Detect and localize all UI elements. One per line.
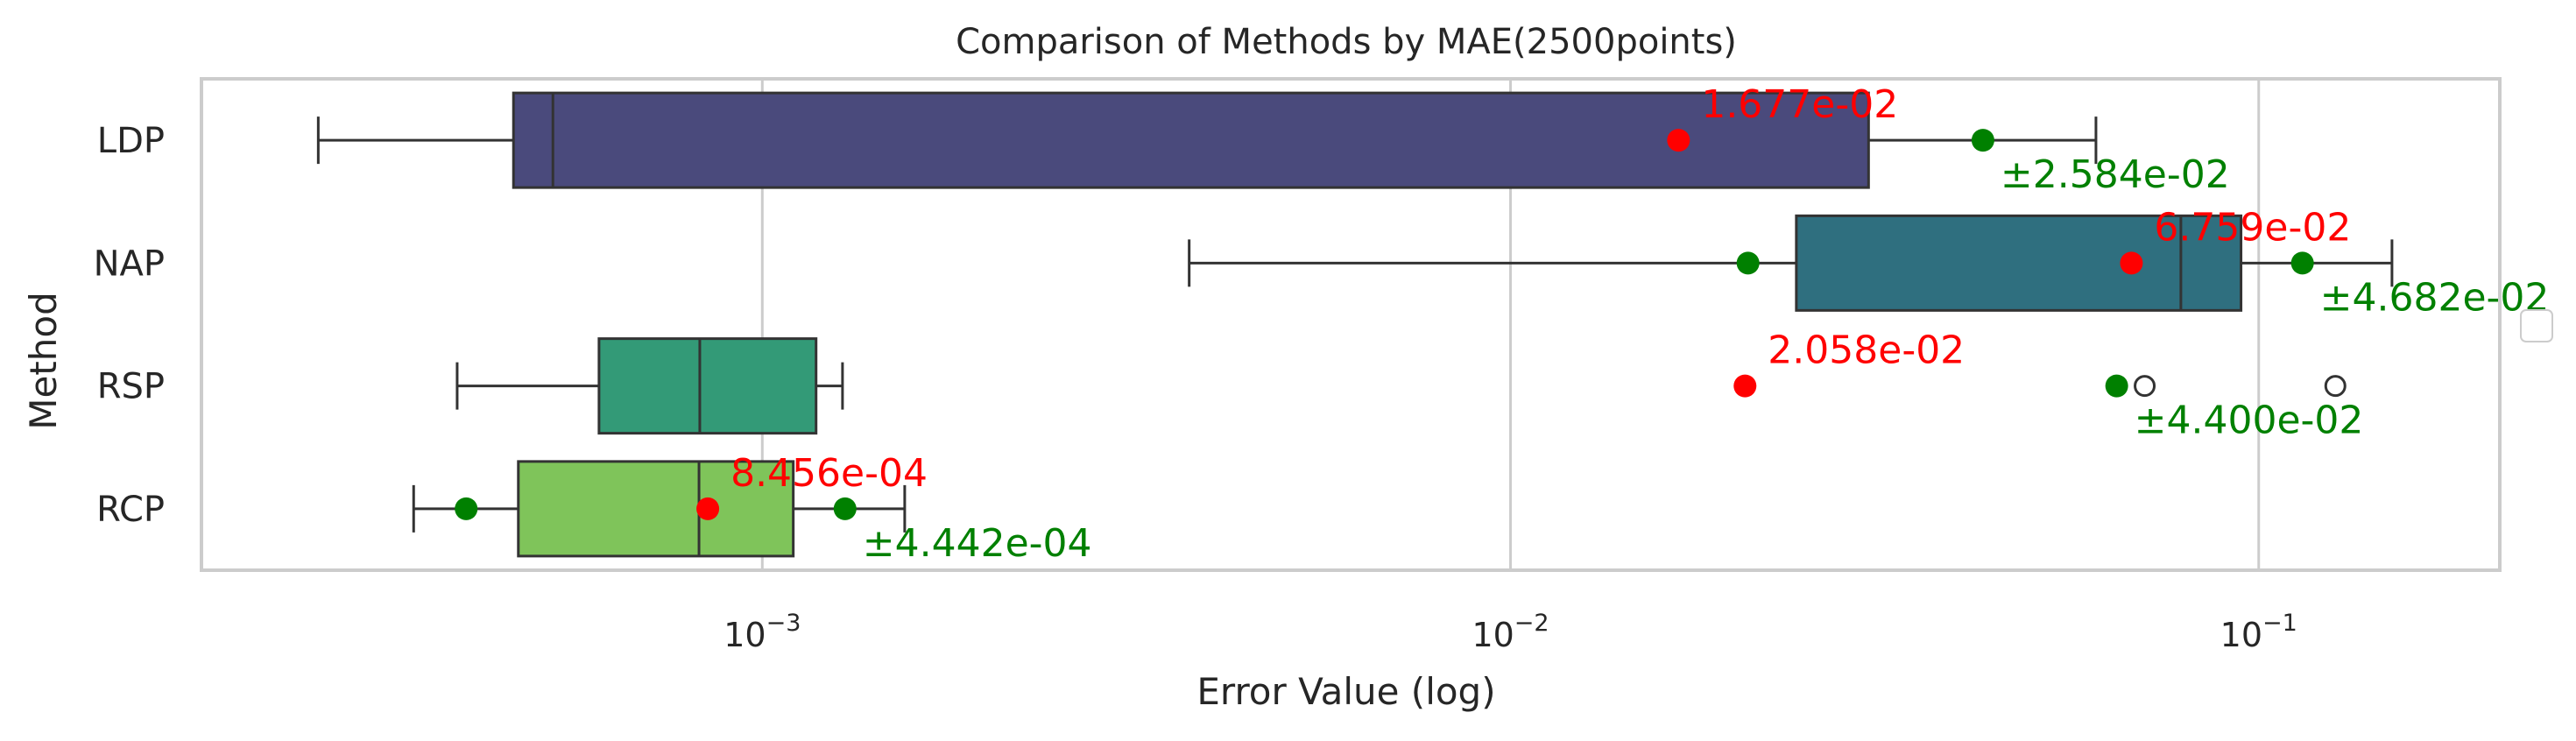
std-label: ±2.584e-02 [2001, 152, 2230, 197]
std-point [1736, 251, 1760, 275]
mean-point [1667, 129, 1690, 152]
std-point [2105, 374, 2128, 398]
mean-label: 1.677e-02 [1701, 82, 1898, 127]
y-tick-label: RCP [96, 490, 165, 530]
mean-label: 8.456e-04 [730, 451, 928, 496]
mean-point [2120, 251, 2143, 275]
std-point [455, 497, 478, 520]
std-label: ±4.442e-04 [863, 521, 1092, 566]
x-tick-label: 10−3 [723, 610, 801, 654]
y-tick-label: NAP [94, 243, 165, 284]
std-label: ±4.682e-02 [2320, 275, 2550, 320]
mean-label: 6.759e-02 [2154, 205, 2351, 250]
y-tick-label: RSP [97, 367, 165, 407]
std-point [2290, 251, 2314, 275]
box-ldp [512, 91, 1870, 189]
std-label: ±4.400e-02 [2135, 399, 2364, 443]
x-tick-label: 10−1 [2220, 610, 2297, 654]
outlier-point [2324, 375, 2347, 398]
y-tick-label: LDP [97, 121, 165, 161]
mean-label: 2.058e-02 [1768, 328, 1965, 373]
y-axis-label: Method [22, 292, 65, 430]
chart-title: Comparison of Methods by MAE(2500points) [956, 22, 1737, 62]
outlier-point [2134, 375, 2156, 398]
box-rsp [597, 337, 818, 435]
mean-point [696, 497, 720, 520]
x-tick-label: 10−2 [1471, 610, 1549, 654]
mean-point [1733, 374, 1757, 398]
x-axis-label: Error Value (log) [1196, 670, 1495, 713]
box-nap [1795, 214, 2243, 312]
std-point [833, 497, 857, 520]
std-point [1971, 129, 1994, 152]
plot-frame [200, 77, 2502, 572]
box-rcp [517, 460, 795, 558]
legend-box [2520, 309, 2553, 342]
